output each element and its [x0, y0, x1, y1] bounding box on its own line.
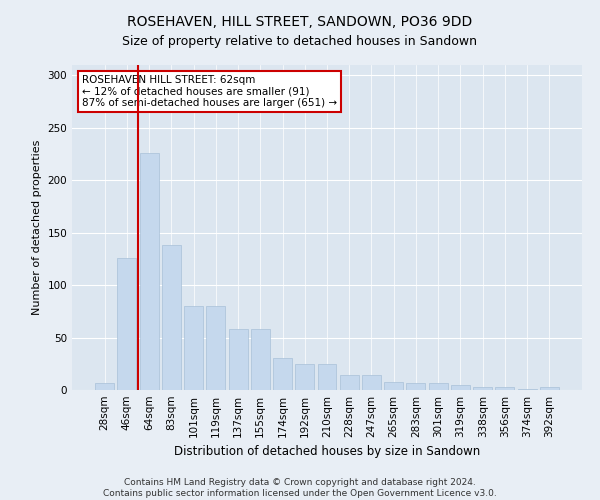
Bar: [206, 306, 225, 390]
Bar: [251, 329, 270, 390]
Text: ROSEHAVEN HILL STREET: 62sqm
← 12% of detached houses are smaller (91)
87% of se: ROSEHAVEN HILL STREET: 62sqm ← 12% of de…: [82, 74, 337, 108]
Bar: [162, 246, 181, 390]
Bar: [95, 382, 114, 390]
Bar: [295, 364, 314, 390]
Bar: [362, 376, 381, 390]
Bar: [540, 387, 559, 390]
Bar: [429, 382, 448, 390]
Bar: [496, 387, 514, 390]
Bar: [384, 382, 403, 390]
X-axis label: Distribution of detached houses by size in Sandown: Distribution of detached houses by size …: [174, 446, 480, 458]
Bar: [184, 306, 203, 390]
Text: Size of property relative to detached houses in Sandown: Size of property relative to detached ho…: [122, 35, 478, 48]
Y-axis label: Number of detached properties: Number of detached properties: [32, 140, 42, 315]
Text: Contains HM Land Registry data © Crown copyright and database right 2024.
Contai: Contains HM Land Registry data © Crown c…: [103, 478, 497, 498]
Text: ROSEHAVEN, HILL STREET, SANDOWN, PO36 9DD: ROSEHAVEN, HILL STREET, SANDOWN, PO36 9D…: [127, 15, 473, 29]
Bar: [229, 329, 248, 390]
Bar: [317, 364, 337, 390]
Bar: [518, 389, 536, 390]
Bar: [140, 153, 158, 390]
Bar: [406, 382, 425, 390]
Bar: [473, 387, 492, 390]
Bar: [118, 258, 136, 390]
Bar: [340, 376, 359, 390]
Bar: [273, 358, 292, 390]
Bar: [451, 385, 470, 390]
